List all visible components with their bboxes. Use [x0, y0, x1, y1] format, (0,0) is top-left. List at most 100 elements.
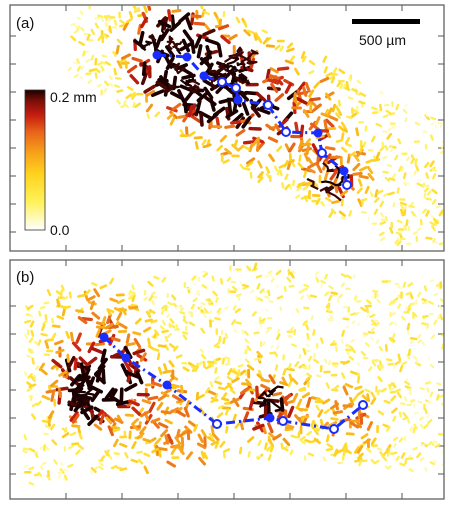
displacement-streak	[234, 308, 242, 314]
displacement-streak	[188, 311, 193, 316]
displacement-streak	[172, 345, 179, 352]
displacement-streak	[182, 29, 193, 43]
displacement-streak	[352, 162, 361, 172]
displacement-streak	[284, 425, 295, 430]
displacement-streak	[322, 456, 327, 462]
displacement-streak	[276, 295, 284, 300]
displacement-streak	[306, 332, 310, 340]
displacement-streak	[325, 302, 331, 309]
displacement-streak	[424, 381, 431, 385]
displacement-streak	[270, 82, 279, 93]
displacement-streak	[430, 334, 436, 340]
displacement-streak	[70, 35, 77, 42]
displacement-streak	[287, 380, 293, 388]
displacement-streak	[116, 99, 121, 105]
displacement-streak	[355, 127, 360, 137]
displacement-streak	[329, 315, 334, 320]
displacement-streak	[68, 291, 72, 299]
displacement-streak	[200, 353, 207, 360]
displacement-streak	[328, 211, 334, 218]
displacement-streak	[241, 101, 250, 116]
displacement-streak	[61, 427, 68, 433]
trajectory-marker-filled	[339, 166, 349, 176]
displacement-streak	[300, 439, 306, 445]
displacement-streak	[182, 334, 188, 341]
cell-track	[322, 162, 334, 173]
displacement-streak	[194, 141, 199, 150]
displacement-streak	[300, 51, 306, 59]
displacement-streak	[169, 20, 182, 33]
displacement-streak	[265, 123, 275, 132]
displacement-streak	[26, 381, 34, 388]
displacement-streak	[394, 154, 399, 161]
displacement-streak	[406, 418, 411, 424]
displacement-streak	[269, 273, 273, 278]
displacement-streak	[287, 405, 295, 419]
displacement-streak	[403, 225, 408, 231]
displacement-streak	[430, 116, 437, 121]
displacement-streak	[44, 314, 48, 321]
displacement-streak	[400, 204, 405, 210]
displacement-streak	[342, 442, 348, 450]
displacement-streak	[324, 146, 336, 151]
displacement-streak	[380, 387, 387, 393]
displacement-streak	[124, 103, 129, 108]
displacement-streak	[432, 459, 437, 463]
displacement-streak	[243, 330, 249, 336]
displacement-streak	[299, 436, 306, 441]
displacement-streak	[190, 39, 196, 54]
displacement-streak	[379, 200, 384, 208]
displacement-streak	[241, 283, 250, 288]
displacement-streak	[89, 385, 103, 394]
displacement-streak	[34, 452, 39, 459]
displacement-streak	[433, 292, 439, 297]
displacement-streak	[245, 378, 253, 387]
displacement-streak	[439, 123, 443, 128]
displacement-streak	[207, 360, 215, 364]
displacement-streak	[352, 171, 363, 176]
displacement-streak	[408, 468, 414, 473]
displacement-streak	[137, 458, 144, 465]
displacement-streak	[309, 122, 320, 131]
displacement-streak	[109, 82, 114, 88]
displacement-streak	[284, 59, 294, 65]
cell-track	[188, 83, 200, 94]
displacement-streak	[396, 219, 403, 224]
displacement-streak	[221, 357, 226, 365]
displacement-streak	[416, 452, 422, 459]
displacement-streak	[225, 109, 239, 119]
cell-track	[234, 76, 250, 85]
cell-track	[185, 74, 195, 86]
displacement-streak	[293, 93, 298, 104]
displacement-streak	[87, 414, 99, 427]
displacement-streak	[231, 112, 244, 124]
displacement-streak	[445, 390, 447, 392]
displacement-streak	[307, 190, 312, 199]
displacement-streak	[168, 343, 176, 349]
displacement-streak	[229, 397, 240, 404]
displacement-streak	[366, 299, 372, 305]
displacement-streak	[429, 391, 434, 398]
displacement-streak	[333, 384, 340, 391]
displacement-streak	[365, 159, 374, 164]
displacement-streak	[366, 421, 373, 431]
displacement-streak	[128, 430, 132, 440]
displacement-streak	[336, 298, 340, 304]
displacement-streak	[187, 420, 197, 428]
displacement-streak	[221, 392, 228, 400]
displacement-streak	[346, 274, 352, 280]
displacement-streak	[328, 295, 333, 302]
displacement-streak	[392, 364, 396, 369]
displacement-streak	[103, 15, 111, 19]
displacement-streak	[302, 86, 308, 97]
displacement-streak	[376, 189, 384, 195]
displacement-streak	[325, 197, 332, 203]
trajectory-marker-filled	[121, 353, 131, 363]
displacement-streak	[332, 364, 338, 368]
displacement-streak	[196, 290, 200, 296]
displacement-streak	[389, 148, 394, 153]
displacement-streak	[370, 391, 376, 399]
displacement-streak	[330, 417, 339, 421]
displacement-streak	[324, 92, 332, 101]
displacement-streak	[46, 289, 52, 297]
